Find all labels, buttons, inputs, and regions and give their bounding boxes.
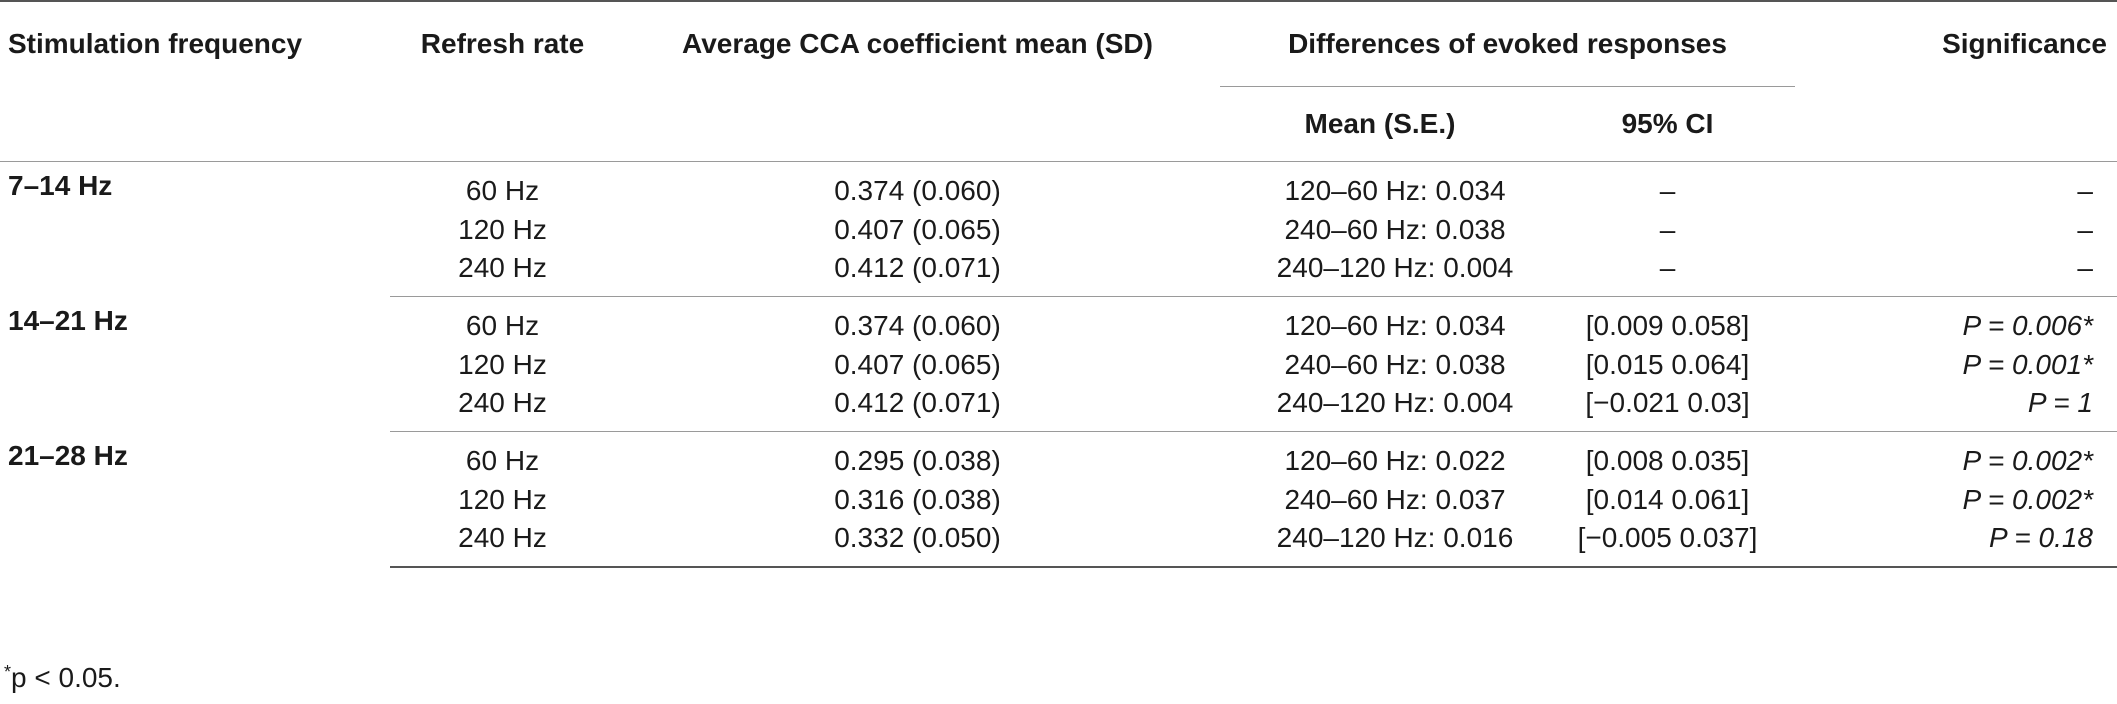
diff-cell: 120–60 Hz: 0.022: [1284, 445, 1506, 476]
cca-cell: 0.332 (0.050): [615, 517, 1220, 568]
ci-cell: [0.009 0.058]: [1585, 310, 1750, 341]
cca-cell: 0.295 (0.038): [834, 445, 1001, 476]
cca-cell: 0.316 (0.038): [834, 483, 1001, 515]
diff-cell: 120–60 Hz: 0.034: [1284, 310, 1506, 341]
group-label: 21–28 Hz: [8, 439, 128, 471]
refresh-rate-cell: 240 Hz: [390, 517, 615, 568]
significance-cell: P = 1: [1795, 382, 2117, 432]
group-21-28: 21–28 Hz 60 Hz 0.295 (0.038) 120–60 Hz: …: [0, 432, 2117, 568]
header-refresh-rate: Refresh rate: [420, 28, 585, 60]
table-row: 21–28 Hz 60 Hz 0.295 (0.038) 120–60 Hz: …: [0, 432, 2117, 483]
ci-cell: [0.015 0.064]: [1585, 348, 1750, 380]
refresh-rate-cell: 60 Hz: [465, 445, 540, 476]
refresh-rate-cell: 120 Hz: [458, 483, 547, 515]
group-14-21: 14–21 Hz 60 Hz 0.374 (0.060) 120–60 Hz: …: [0, 297, 2117, 432]
header-average-cca: Average CCA coefficient mean (SD): [682, 28, 1153, 60]
group-label: 14–21 Hz: [8, 304, 128, 336]
significance-cell: P = 0.002*: [1962, 445, 2093, 476]
results-table: Stimulation frequency Refresh rate Avera…: [0, 0, 2117, 568]
table-row: 7–14 Hz 60 Hz 0.374 (0.060) 120–60 Hz: 0…: [0, 162, 2117, 213]
ci-cell: –: [1659, 175, 1676, 206]
cca-cell: 0.374 (0.060): [834, 175, 1001, 206]
significance-cell: –: [1795, 247, 2117, 297]
diff-cell: 240–60 Hz: 0.038: [1284, 213, 1506, 245]
header-mean-se: Mean (S.E.): [1220, 86, 1540, 162]
table-header: Stimulation frequency Refresh rate Avera…: [0, 0, 2117, 162]
table-row: 120 Hz 0.407 (0.065) 240–60 Hz: 0.038 [0…: [0, 347, 2117, 382]
diff-cell: 240–60 Hz: 0.037: [1284, 483, 1506, 515]
refresh-rate-cell: 60 Hz: [465, 175, 540, 206]
significance-cell: –: [2077, 213, 2093, 245]
footnote: *p < 0.05.: [4, 662, 121, 694]
diff-cell: 240–120 Hz: 0.016: [1220, 517, 1540, 568]
cca-cell: 0.412 (0.071): [615, 382, 1220, 432]
header-95-ci: 95% CI: [1540, 86, 1795, 162]
ci-cell: [0.008 0.035]: [1585, 445, 1750, 476]
cca-cell: 0.374 (0.060): [834, 310, 1001, 341]
ci-cell: [−0.021 0.03]: [1540, 382, 1795, 432]
table-row: 14–21 Hz 60 Hz 0.374 (0.060) 120–60 Hz: …: [0, 297, 2117, 348]
group-label: 7–14 Hz: [8, 170, 113, 201]
diff-cell: 240–120 Hz: 0.004: [1220, 382, 1540, 432]
ci-cell: –: [1540, 247, 1795, 297]
header-stimulation-frequency: Stimulation frequency: [8, 28, 303, 60]
refresh-rate-cell: 240 Hz: [390, 382, 615, 432]
table-row: 240 Hz 0.412 (0.071) 240–120 Hz: 0.004 […: [0, 382, 2117, 432]
diff-cell: 240–60 Hz: 0.038: [1284, 348, 1506, 380]
footnote-text: p < 0.05.: [11, 662, 121, 693]
ci-cell: [0.014 0.061]: [1585, 483, 1750, 515]
header-differences-evoked: Differences of evoked responses: [1220, 2, 1795, 87]
refresh-rate-cell: 120 Hz: [458, 213, 547, 245]
cca-cell: 0.412 (0.071): [615, 247, 1220, 297]
ci-cell: [−0.005 0.037]: [1540, 517, 1795, 568]
significance-cell: P = 0.006*: [1962, 310, 2093, 341]
table-row: 240 Hz 0.412 (0.071) 240–120 Hz: 0.004 –…: [0, 247, 2117, 297]
significance-cell: P = 0.001*: [1962, 348, 2093, 380]
significance-cell: P = 0.002*: [1962, 483, 2093, 515]
diff-cell: 240–120 Hz: 0.004: [1220, 247, 1540, 297]
ci-cell: –: [1659, 213, 1676, 245]
table-row: 240 Hz 0.332 (0.050) 240–120 Hz: 0.016 […: [0, 517, 2117, 568]
cca-cell: 0.407 (0.065): [834, 348, 1001, 380]
header-significance: Significance: [1942, 28, 2107, 60]
diff-cell: 120–60 Hz: 0.034: [1284, 175, 1506, 206]
table-row: 120 Hz 0.316 (0.038) 240–60 Hz: 0.037 [0…: [0, 482, 2117, 517]
table-row: 120 Hz 0.407 (0.065) 240–60 Hz: 0.038 – …: [0, 212, 2117, 247]
refresh-rate-cell: 60 Hz: [465, 310, 540, 341]
refresh-rate-cell: 240 Hz: [390, 247, 615, 297]
significance-cell: –: [2077, 175, 2093, 206]
refresh-rate-cell: 120 Hz: [458, 348, 547, 380]
cca-cell: 0.407 (0.065): [834, 213, 1001, 245]
group-7-14: 7–14 Hz 60 Hz 0.374 (0.060) 120–60 Hz: 0…: [0, 162, 2117, 297]
significance-cell: P = 0.18: [1795, 517, 2117, 568]
footnote-marker: *: [4, 662, 12, 682]
